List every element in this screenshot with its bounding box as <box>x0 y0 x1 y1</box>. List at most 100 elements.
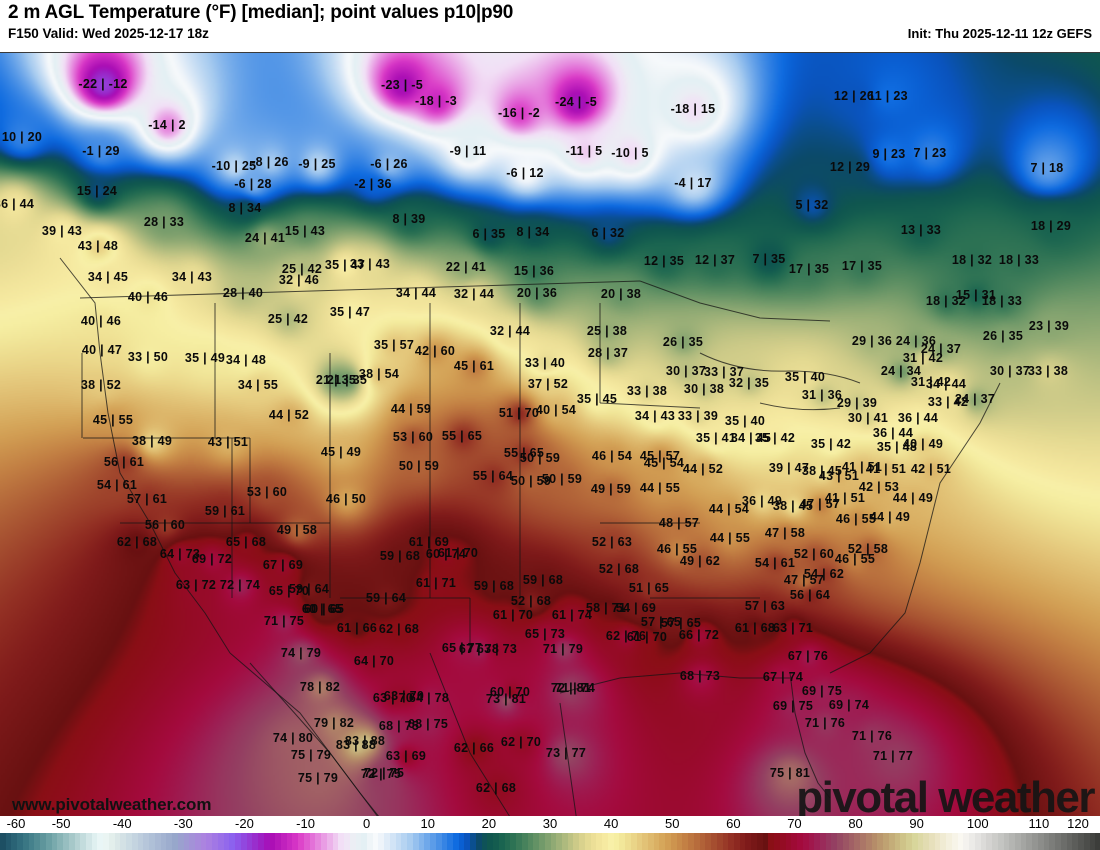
colorbar-swatch <box>246 833 253 850</box>
colorbar-swatch <box>906 833 912 850</box>
point-value-label: 34 | 43 <box>171 270 213 284</box>
point-value-label: -1 | 29 <box>82 144 120 158</box>
point-value-label: 61 | 74 <box>551 608 593 622</box>
point-value-label: 75 | 81 <box>769 766 811 780</box>
point-value-label: -2 | 36 <box>354 177 392 191</box>
point-value-label: 65 | 77 <box>441 641 483 655</box>
colorbar-swatch <box>1089 833 1096 850</box>
colorbar-swatch <box>1066 833 1073 850</box>
point-value-label: 15 | 36 <box>513 264 555 278</box>
point-value-label: 59 | 64 <box>365 591 407 605</box>
point-value-label: 12 | 26 <box>833 89 875 103</box>
point-value-label: 68 | 75 <box>378 719 420 733</box>
colorbar-swatch <box>894 833 901 850</box>
point-value-label: 38 | 52 <box>80 378 122 392</box>
point-value-label: 24 | 34 <box>880 364 922 378</box>
point-value-label: 69 | 75 <box>801 684 843 698</box>
point-value-label: 24 | 41 <box>244 231 286 245</box>
colorbar-tick-label: 30 <box>542 816 558 831</box>
point-value-label: 32 | 44 <box>489 324 531 338</box>
colorbar-swatch <box>418 833 425 850</box>
colorbar-swatch <box>711 833 717 850</box>
colorbar-swatch <box>458 833 465 850</box>
colorbar-swatch <box>1014 833 1021 850</box>
colorbar-tick-label: -30 <box>173 816 193 831</box>
colorbar-tick-label: 90 <box>909 816 924 831</box>
colorbar-swatch <box>739 833 746 850</box>
point-value-label: 71 | 79 <box>542 642 584 656</box>
point-value-label: 17 | 35 <box>788 262 830 276</box>
point-value-label: -10 | 5 <box>611 146 649 160</box>
colorbar-tick-label: 70 <box>787 816 802 831</box>
point-value-label: -6 | 28 <box>234 177 272 191</box>
point-value-label: 44 | 54 <box>708 502 750 516</box>
colorbar-swatch <box>567 833 574 850</box>
point-value-label: 35 | 40 <box>784 370 826 384</box>
colorbar-swatch <box>785 833 792 850</box>
point-value-label: 74 | 80 <box>272 731 314 745</box>
point-value-label: 54 | 69 <box>615 601 657 615</box>
colorbar-swatch <box>722 833 729 850</box>
point-value-label: -16 | -2 <box>497 106 541 120</box>
colorbar-swatch <box>802 833 809 850</box>
colorbar-tick-label: 110 <box>1028 816 1050 831</box>
colorbar-swatch <box>401 833 408 850</box>
colorbar-swatch <box>1095 833 1100 850</box>
point-value-label: 18 | 33 <box>998 253 1040 267</box>
point-value-label: -10 | 25 <box>211 159 257 173</box>
colorbar-swatch <box>1037 833 1044 850</box>
colorbar-swatch <box>45 833 52 850</box>
point-value-label: 35 | 57 <box>373 338 415 352</box>
colorbar-swatch <box>888 833 895 850</box>
colorbar-swatch <box>28 833 35 850</box>
colorbar-swatch <box>0 833 6 850</box>
colorbar-swatch <box>871 833 878 850</box>
colorbar-swatch <box>143 833 150 850</box>
colorbar-swatch <box>286 833 293 850</box>
colorbar-swatch <box>223 833 230 850</box>
colorbar-swatch <box>791 833 798 850</box>
point-value-label: 46 | 55 <box>835 512 877 526</box>
point-value-label: -9 | 11 <box>449 144 487 158</box>
colorbar-swatch <box>556 833 562 850</box>
colorbar-swatch <box>676 833 683 850</box>
point-value-label: 17 | 35 <box>841 259 883 273</box>
point-value-label: 50 | 59 <box>541 472 583 486</box>
colorbar-swatch <box>389 833 396 850</box>
colorbar-swatch <box>1026 833 1033 850</box>
point-value-label: 55 | 65 <box>503 446 545 460</box>
point-value-label: 24 | 37 <box>954 392 996 406</box>
colorbar-tick-label: 100 <box>966 816 989 831</box>
point-value-label: 30 | 37 <box>665 364 707 378</box>
point-value-label: 41 | 51 <box>841 460 883 474</box>
colorbar-swatch <box>550 833 557 850</box>
colorbar-tick-label: -20 <box>235 816 254 831</box>
colorbar-swatch <box>498 833 505 850</box>
point-value-label: 40 | 54 <box>535 403 577 417</box>
colorbar-swatch <box>607 833 614 850</box>
point-value-label: 58 | 71 <box>585 601 627 615</box>
colorbar-swatch <box>963 833 970 850</box>
colorbar-swatch <box>1049 833 1056 850</box>
colorbar-swatch <box>928 833 935 850</box>
point-value-label: 52 | 68 <box>510 594 552 608</box>
point-value-label: 18 | 32 <box>925 294 967 308</box>
colorbar-swatch <box>544 833 551 850</box>
point-value-label: 7 | 18 <box>1030 161 1064 175</box>
colorbar-swatch <box>326 833 333 850</box>
point-value-label: 38 | 45 <box>772 499 814 513</box>
point-value-label: 9 | 23 <box>872 147 906 161</box>
colorbar-swatch <box>361 833 367 850</box>
point-value-label: 50 | 59 <box>398 459 440 473</box>
colorbar-swatch <box>493 833 499 850</box>
point-value-label: 38 | 45 <box>801 464 843 478</box>
colorbar-swatch <box>693 833 700 850</box>
point-value-label: -18 | 15 <box>670 102 716 116</box>
point-value-label: 54 | 61 <box>754 556 796 570</box>
colorbar-swatch <box>447 833 454 850</box>
point-value-label: 65 | 70 <box>268 584 310 598</box>
temperature-map[interactable]: 10 | 20 -22 | -12 -14 | 2 -1 | 29 15 | 24 28 … <box>0 52 1100 816</box>
point-value-label: 69 | 74 <box>828 698 870 712</box>
colorbar-swatch <box>1072 833 1079 850</box>
point-value-label: 13 | 33 <box>900 223 942 237</box>
